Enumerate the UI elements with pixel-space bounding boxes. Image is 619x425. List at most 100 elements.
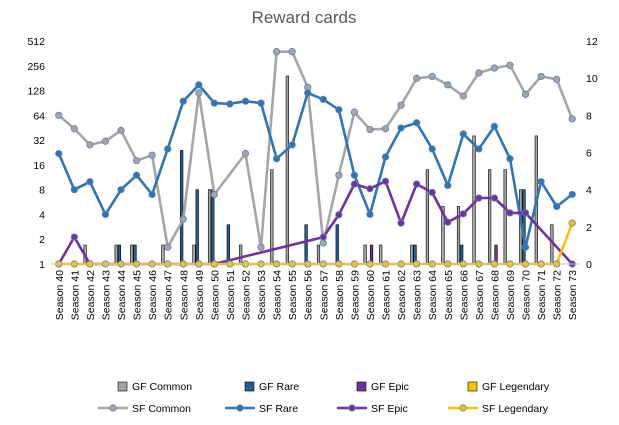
point-sf-common (132, 157, 141, 165)
point-sf-common (521, 90, 530, 98)
point-sf-common (506, 61, 514, 69)
point-sf-common (335, 171, 343, 179)
x-tick-label: Season 48 (178, 270, 190, 320)
x-tick-label: Season 61 (381, 270, 393, 320)
line-layer (55, 48, 576, 268)
point-sf-common (366, 125, 374, 134)
point-sf-epic (521, 209, 530, 217)
x-tick-label: Season 44 (116, 270, 128, 320)
x-tick-label: Season 53 (256, 270, 268, 320)
point-sf-epic (319, 233, 327, 241)
x-tick-label: Season 58 (334, 270, 346, 320)
x-tick-label: Season 57 (318, 270, 330, 320)
point-sf-epic (397, 219, 405, 227)
point-sf-legendary (568, 219, 576, 227)
point-sf-common (70, 125, 78, 133)
point-sf-epic (70, 233, 78, 241)
legend-label-sf-common: SF Common (132, 403, 191, 415)
point-sf-rare (350, 171, 358, 179)
point-sf-common (381, 125, 390, 133)
bar-gf-common (503, 169, 507, 265)
point-sf-rare (241, 97, 250, 105)
x-tick-label: Season 40 (54, 270, 66, 320)
y-right-tick-label: 2 (586, 222, 592, 234)
x-tick-label: Season 64 (427, 270, 439, 320)
x-tick-label: Season 72 (552, 270, 564, 320)
point-sf-rare (381, 153, 390, 161)
legend-label-sf-rare: SF Rare (259, 403, 298, 415)
bar-gf-common (472, 135, 476, 265)
point-sf-common (413, 74, 421, 82)
point-sf-epic (475, 194, 483, 202)
legend-label-sf-legendary: SF Legendary (482, 403, 549, 415)
x-tick-label: Season 41 (69, 270, 81, 320)
bar-gf-rare (195, 189, 199, 265)
point-sf-common (553, 75, 561, 83)
point-sf-rare (257, 99, 265, 107)
bar-gf-common (363, 244, 367, 265)
point-sf-rare (195, 81, 203, 89)
point-sf-rare (319, 95, 327, 103)
legend-marker-sf-common (109, 404, 117, 412)
bar-gf-common (114, 244, 118, 265)
point-sf-rare (366, 210, 374, 219)
point-sf-rare (210, 99, 218, 107)
point-sf-rare (537, 178, 545, 186)
point-sf-common (273, 48, 281, 56)
bar-gf-rare (180, 150, 184, 265)
point-sf-rare (521, 243, 530, 251)
x-tick-label: Season 50 (209, 270, 221, 320)
point-sf-common (257, 243, 265, 251)
point-sf-common (444, 81, 452, 89)
x-tick-label: Season 46 (147, 270, 159, 320)
point-sf-rare (164, 145, 172, 153)
point-sf-rare (444, 181, 452, 190)
x-tick-label: Season 47 (163, 270, 175, 320)
bar-gf-common (316, 244, 321, 265)
y-left-tick-label: 512 (27, 36, 45, 48)
point-sf-common (350, 108, 358, 116)
x-tick-label: Season 51 (225, 270, 237, 320)
line-sf-rare (57, 83, 573, 249)
y-right-tick-label: 12 (586, 36, 598, 48)
x-tick-label: Season 71 (536, 270, 548, 320)
point-sf-rare (475, 145, 483, 153)
point-sf-common (164, 243, 172, 251)
x-tick-label: Season 66 (458, 270, 470, 320)
point-sf-epic (335, 211, 343, 219)
point-sf-rare (413, 119, 421, 127)
point-sf-rare (148, 190, 156, 199)
point-sf-common (179, 215, 187, 223)
x-tick-label: Season 67 (474, 270, 486, 320)
point-sf-common (55, 111, 63, 119)
point-sf-epic (490, 194, 499, 202)
bar-gf-rare (304, 224, 308, 265)
point-sf-rare (428, 145, 436, 153)
chart-title: Reward cards (252, 8, 357, 27)
x-tick-label: Season 69 (505, 270, 517, 320)
x-tick-label: Season 70 (521, 270, 533, 320)
point-sf-epic (350, 180, 358, 188)
bar-gf-common (425, 169, 429, 265)
point-sf-common (86, 141, 94, 149)
point-sf-common (537, 72, 545, 81)
point-sf-rare (70, 186, 78, 194)
x-tick-label: Season 56 (303, 270, 315, 320)
point-sf-epic (506, 209, 514, 217)
bar-gf-common (161, 244, 165, 265)
point-sf-common (475, 69, 483, 77)
bar-gf-rare (335, 224, 339, 265)
point-sf-rare (55, 149, 63, 158)
bar-gf-common (207, 189, 212, 265)
bar-gf-common (379, 244, 383, 265)
y-left-tick-label: 128 (27, 86, 45, 98)
legend-label-gf-legendary: GF Legendary (482, 381, 550, 393)
point-sf-rare (568, 190, 576, 199)
legend-swatch-gf-epic (356, 381, 367, 392)
legend-marker-sf-rare (236, 404, 244, 412)
x-tick-label: Season 52 (240, 270, 252, 320)
y-left-tick-label: 256 (27, 61, 45, 73)
x-tick-label: Season 68 (489, 270, 501, 320)
point-sf-common (568, 115, 576, 123)
